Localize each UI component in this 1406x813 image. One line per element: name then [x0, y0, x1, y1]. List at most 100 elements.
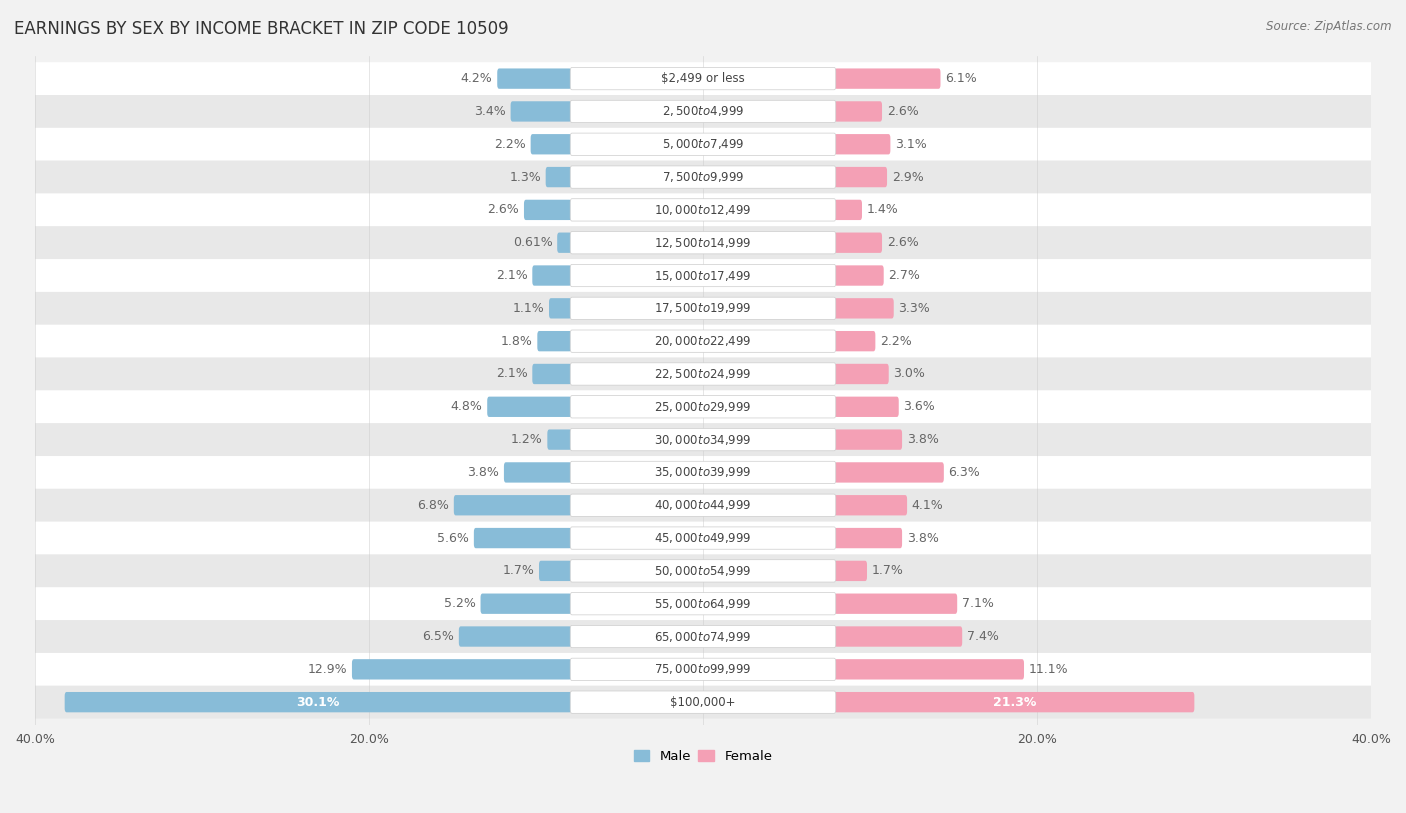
Text: 1.7%: 1.7%: [502, 564, 534, 577]
FancyBboxPatch shape: [35, 522, 1371, 554]
FancyBboxPatch shape: [835, 692, 1194, 712]
FancyBboxPatch shape: [557, 233, 571, 253]
Text: $22,500 to $24,999: $22,500 to $24,999: [654, 367, 752, 381]
FancyBboxPatch shape: [835, 200, 862, 220]
FancyBboxPatch shape: [35, 259, 1371, 292]
Text: 2.9%: 2.9%: [891, 171, 924, 184]
Text: 0.61%: 0.61%: [513, 237, 553, 250]
Text: 1.4%: 1.4%: [866, 203, 898, 216]
FancyBboxPatch shape: [35, 193, 1371, 226]
FancyBboxPatch shape: [35, 554, 1371, 587]
FancyBboxPatch shape: [35, 489, 1371, 522]
FancyBboxPatch shape: [35, 685, 1371, 719]
FancyBboxPatch shape: [503, 463, 571, 483]
FancyBboxPatch shape: [571, 559, 835, 582]
Text: 2.6%: 2.6%: [887, 105, 918, 118]
FancyBboxPatch shape: [835, 593, 957, 614]
FancyBboxPatch shape: [835, 463, 943, 483]
FancyBboxPatch shape: [35, 587, 1371, 620]
FancyBboxPatch shape: [571, 67, 835, 89]
Text: 7.4%: 7.4%: [967, 630, 998, 643]
Text: $5,000 to $7,499: $5,000 to $7,499: [662, 137, 744, 151]
FancyBboxPatch shape: [835, 68, 941, 89]
FancyBboxPatch shape: [35, 226, 1371, 259]
Text: 2.2%: 2.2%: [880, 335, 911, 348]
FancyBboxPatch shape: [835, 429, 903, 450]
FancyBboxPatch shape: [571, 428, 835, 450]
Text: 1.8%: 1.8%: [501, 335, 533, 348]
FancyBboxPatch shape: [35, 424, 1371, 456]
FancyBboxPatch shape: [538, 561, 571, 581]
Text: 3.6%: 3.6%: [904, 400, 935, 413]
Text: $65,000 to $74,999: $65,000 to $74,999: [654, 629, 752, 644]
Text: 6.1%: 6.1%: [945, 72, 977, 85]
Text: 1.2%: 1.2%: [510, 433, 543, 446]
FancyBboxPatch shape: [835, 233, 882, 253]
FancyBboxPatch shape: [35, 95, 1371, 128]
FancyBboxPatch shape: [65, 692, 571, 712]
Text: 1.7%: 1.7%: [872, 564, 904, 577]
Text: 4.8%: 4.8%: [451, 400, 482, 413]
FancyBboxPatch shape: [474, 528, 571, 548]
FancyBboxPatch shape: [35, 456, 1371, 489]
Text: $45,000 to $49,999: $45,000 to $49,999: [654, 531, 752, 545]
Text: $10,000 to $12,499: $10,000 to $12,499: [654, 203, 752, 217]
Text: 3.8%: 3.8%: [907, 532, 939, 545]
Text: 3.4%: 3.4%: [474, 105, 506, 118]
FancyBboxPatch shape: [571, 363, 835, 385]
FancyBboxPatch shape: [35, 128, 1371, 161]
Text: 3.0%: 3.0%: [893, 367, 925, 380]
FancyBboxPatch shape: [537, 331, 571, 351]
Text: 3.1%: 3.1%: [896, 137, 927, 150]
Text: 2.2%: 2.2%: [495, 137, 526, 150]
Text: 1.1%: 1.1%: [513, 302, 544, 315]
FancyBboxPatch shape: [352, 659, 571, 680]
FancyBboxPatch shape: [454, 495, 571, 515]
FancyBboxPatch shape: [546, 167, 571, 187]
Text: $12,500 to $14,999: $12,500 to $14,999: [654, 236, 752, 250]
FancyBboxPatch shape: [498, 68, 571, 89]
Text: $75,000 to $99,999: $75,000 to $99,999: [654, 663, 752, 676]
Text: 6.8%: 6.8%: [418, 498, 449, 511]
FancyBboxPatch shape: [35, 653, 1371, 685]
Text: 5.2%: 5.2%: [444, 598, 475, 611]
FancyBboxPatch shape: [571, 527, 835, 550]
FancyBboxPatch shape: [35, 324, 1371, 358]
FancyBboxPatch shape: [481, 593, 571, 614]
Text: 1.3%: 1.3%: [509, 171, 541, 184]
FancyBboxPatch shape: [835, 102, 882, 122]
FancyBboxPatch shape: [35, 358, 1371, 390]
FancyBboxPatch shape: [35, 292, 1371, 324]
FancyBboxPatch shape: [510, 102, 571, 122]
FancyBboxPatch shape: [571, 593, 835, 615]
Text: 2.7%: 2.7%: [889, 269, 921, 282]
Text: $25,000 to $29,999: $25,000 to $29,999: [654, 400, 752, 414]
FancyBboxPatch shape: [571, 264, 835, 287]
FancyBboxPatch shape: [835, 167, 887, 187]
Text: 4.1%: 4.1%: [911, 498, 943, 511]
Text: 12.9%: 12.9%: [308, 663, 347, 676]
Text: 6.3%: 6.3%: [949, 466, 980, 479]
Text: 11.1%: 11.1%: [1029, 663, 1069, 676]
FancyBboxPatch shape: [533, 265, 571, 285]
FancyBboxPatch shape: [571, 133, 835, 155]
FancyBboxPatch shape: [835, 626, 962, 646]
Text: $40,000 to $44,999: $40,000 to $44,999: [654, 498, 752, 512]
FancyBboxPatch shape: [571, 461, 835, 484]
FancyBboxPatch shape: [533, 363, 571, 385]
Text: EARNINGS BY SEX BY INCOME BRACKET IN ZIP CODE 10509: EARNINGS BY SEX BY INCOME BRACKET IN ZIP…: [14, 20, 509, 38]
Text: 5.6%: 5.6%: [437, 532, 470, 545]
FancyBboxPatch shape: [571, 298, 835, 320]
Text: 21.3%: 21.3%: [993, 696, 1036, 709]
FancyBboxPatch shape: [835, 397, 898, 417]
FancyBboxPatch shape: [571, 198, 835, 221]
Text: $2,500 to $4,999: $2,500 to $4,999: [662, 104, 744, 119]
FancyBboxPatch shape: [571, 659, 835, 680]
FancyBboxPatch shape: [835, 528, 903, 548]
Text: $50,000 to $54,999: $50,000 to $54,999: [654, 564, 752, 578]
Text: 3.8%: 3.8%: [907, 433, 939, 446]
FancyBboxPatch shape: [835, 331, 876, 351]
FancyBboxPatch shape: [835, 298, 894, 319]
Text: $2,499 or less: $2,499 or less: [661, 72, 745, 85]
FancyBboxPatch shape: [547, 429, 571, 450]
